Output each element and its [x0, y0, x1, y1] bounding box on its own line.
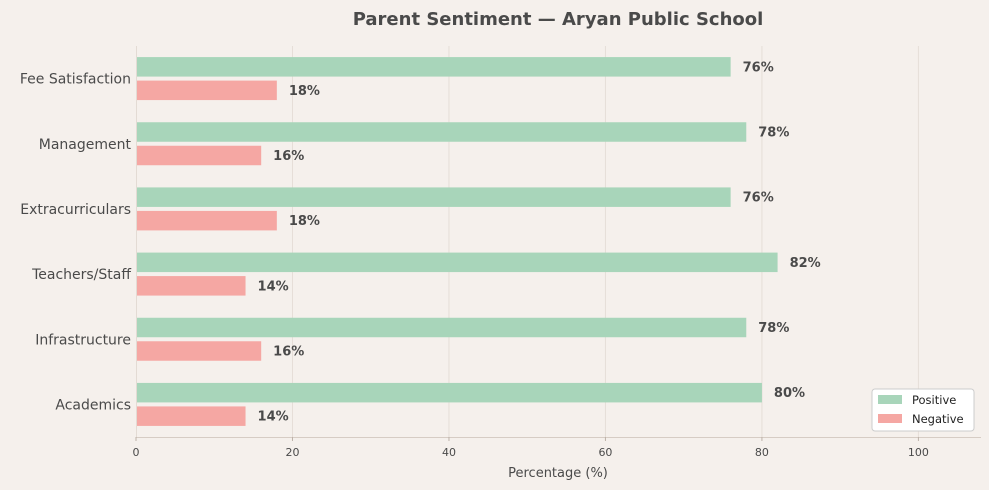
x-tick-label-60: 60: [598, 446, 612, 459]
category-labels: Academics Infrastructure Teachers/Staff Ext…: [20, 72, 132, 414]
legend-label-negative: Negative: [912, 412, 964, 426]
bar-negative-teachers-staff: [136, 276, 246, 296]
category-label-teachers-staff: Teachers/Staff: [31, 267, 131, 283]
bar-positive-extracurriculars: [136, 187, 731, 207]
axes: [136, 46, 981, 438]
data-label-positive-academics: 80%: [774, 386, 805, 401]
data-label-negative-infrastructure: 16%: [273, 345, 304, 360]
x-tick-label-100: 100: [908, 446, 929, 459]
x-tick-label-0: 0: [133, 446, 140, 459]
x-ticks: 0 20 40 60 80 100: [133, 437, 929, 459]
legend-swatch-positive: [878, 395, 902, 404]
data-label-positive-fee-satisfaction: 76%: [743, 60, 774, 75]
x-tick-label-80: 80: [755, 446, 769, 459]
x-tick-label-20: 20: [285, 446, 299, 459]
data-label-negative-management: 16%: [273, 149, 304, 164]
chart-title: Parent Sentiment — Aryan Public School: [353, 9, 764, 30]
legend: Positive Negative: [871, 388, 975, 432]
data-label-positive-teachers-staff: 82%: [790, 256, 821, 271]
bar-negative-infrastructure: [136, 341, 262, 361]
data-label-positive-management: 78%: [758, 126, 789, 141]
data-label-negative-extracurriculars: 18%: [289, 214, 320, 229]
bars: [136, 57, 778, 426]
bar-negative-fee-satisfaction: [136, 80, 277, 101]
bar-negative-extracurriculars: [136, 210, 277, 231]
category-label-fee-satisfaction: Fee Satisfaction: [20, 72, 131, 88]
bar-positive-fee-satisfaction: [136, 57, 731, 77]
category-label-extracurriculars: Extracurriculars: [20, 202, 131, 218]
category-label-academics: Academics: [55, 397, 131, 413]
data-label-negative-fee-satisfaction: 18%: [289, 84, 320, 99]
gridlines: [291, 46, 919, 437]
bar-negative-academics: [136, 406, 246, 426]
data-labels: 80% 14% 78% 16% 82% 14% 76% 18% 78% 16% 76% 18%: [258, 60, 821, 424]
bar-positive-infrastructure: [136, 317, 747, 338]
category-label-infrastructure: Infrastructure: [35, 332, 131, 348]
category-label-management: Management: [39, 137, 132, 153]
data-label-negative-academics: 14%: [258, 410, 289, 425]
x-tick-label-40: 40: [442, 446, 456, 459]
bar-negative-management: [136, 145, 262, 166]
bar-positive-management: [136, 122, 747, 142]
legend-label-positive: Positive: [912, 393, 956, 407]
x-axis-label: Percentage (%): [508, 466, 608, 481]
bar-positive-teachers-staff: [136, 252, 778, 273]
data-label-positive-extracurriculars: 76%: [743, 191, 774, 206]
data-label-positive-infrastructure: 78%: [758, 321, 789, 336]
bar-positive-academics: [136, 382, 762, 403]
legend-swatch-negative: [878, 414, 902, 423]
data-label-negative-teachers-staff: 14%: [258, 279, 289, 294]
